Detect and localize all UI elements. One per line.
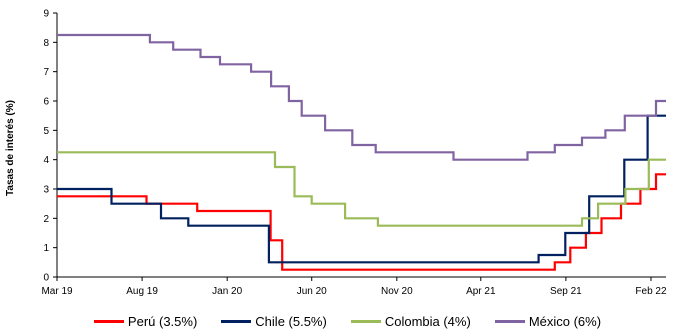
x-tick-label: Nov 20: [381, 286, 413, 297]
x-tick-label: Aug 19: [126, 286, 158, 297]
chart-series-lines: [57, 33, 666, 271]
legend-label: México (6%): [528, 313, 602, 329]
y-tick-label: 8: [43, 38, 49, 49]
legend-item: México (6%): [494, 313, 602, 329]
x-tick-label: Mar 19: [41, 286, 73, 297]
legend-item: Colombia (4%): [350, 313, 471, 329]
y-tick-label: 7: [43, 67, 49, 78]
y-tick-label: 5: [43, 126, 49, 137]
legend-swatch: [350, 319, 381, 323]
x-tick-label: Jan 20: [212, 286, 242, 297]
legend-item: Perú (3.5%): [93, 313, 198, 329]
legend-item: Chile (5.5%): [221, 314, 327, 329]
series-line: [57, 114, 666, 264]
legend-label: Colombia (4%): [384, 313, 471, 329]
x-tick-label: Feb 22: [635, 286, 667, 297]
x-tick-label: Jun 20: [297, 286, 327, 297]
legend-swatch: [93, 319, 124, 323]
chart-legend: Perú (3.5%) Chile (5.5%) Colombia (4%) Méxi…: [0, 311, 695, 331]
rate-chart: 0 1 2 3 4 5 6 7 8 9 Mar 19 Aug 19 Jan 20 Jun 20 Nov 20…: [5, 9, 667, 298]
series-line: [57, 151, 666, 227]
x-tick-label: Sep 21: [550, 286, 582, 297]
legend-label: Perú (3.5%): [127, 313, 198, 329]
legend-swatch: [494, 319, 525, 323]
series-line: [57, 33, 666, 161]
y-tick-label: 0: [43, 273, 49, 284]
chart-axes: [53, 12, 666, 281]
legend-label: Chile (5.5%): [255, 313, 327, 329]
y-tick-label: 6: [43, 97, 49, 108]
y-tick-label: 3: [43, 185, 49, 196]
x-tick-label: Apr 21: [466, 286, 496, 297]
y-axis-label: Tasas de interés (%): [5, 100, 16, 196]
legend-swatch: [221, 319, 252, 323]
y-tick-label: 2: [43, 214, 49, 225]
chart-tick-labels: 0 1 2 3 4 5 6 7 8 9 Mar 19 Aug 19 Jan 20 Jun 20 Nov 20…: [41, 9, 667, 298]
y-tick-label: 1: [43, 243, 49, 254]
y-tick-label: 4: [43, 155, 49, 166]
y-tick-label: 9: [43, 9, 49, 20]
series-line: [57, 173, 666, 271]
